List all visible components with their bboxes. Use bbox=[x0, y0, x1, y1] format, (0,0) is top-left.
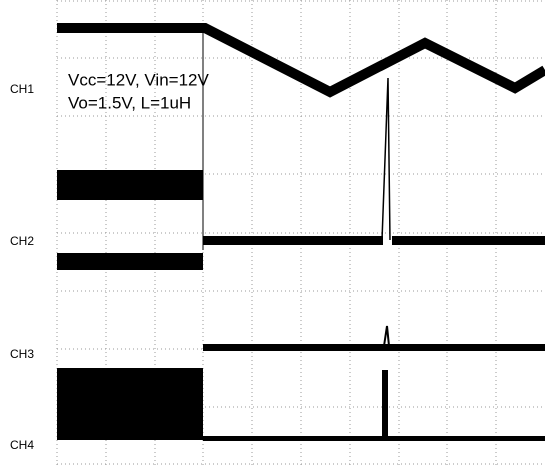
channel-label: CH4 bbox=[10, 438, 34, 452]
waveforms bbox=[57, 23, 545, 441]
ch4-noise bbox=[57, 368, 203, 440]
ch4-trace bbox=[203, 436, 545, 441]
ch1-spike bbox=[381, 77, 391, 241]
ch3-trace bbox=[203, 344, 545, 351]
ch3-spike bbox=[383, 325, 390, 347]
ch4-spike bbox=[382, 370, 388, 438]
channel-label: CH3 bbox=[10, 347, 34, 361]
annotation: Vcc=12V, Vin=12V bbox=[68, 70, 210, 89]
channel-label: CH2 bbox=[10, 234, 34, 248]
ch2-trace bbox=[392, 236, 545, 245]
channel-label: CH1 bbox=[10, 82, 34, 96]
ch1-trace bbox=[57, 23, 545, 98]
ch2-low-noise bbox=[57, 253, 203, 270]
annotation: Vo=1.5V, L=1uH bbox=[68, 93, 191, 112]
ch2-trace bbox=[203, 236, 383, 245]
ch2-noise bbox=[57, 170, 203, 200]
